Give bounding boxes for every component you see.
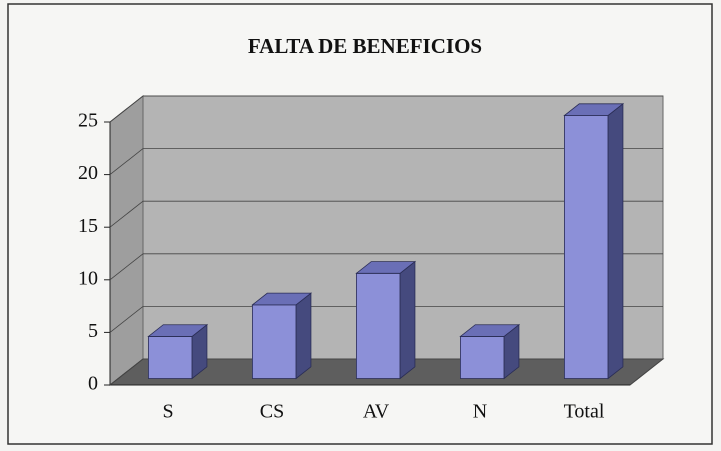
bar-side [607,102,624,380]
bar-side [399,260,416,380]
bar-top [251,292,313,306]
bar-top [355,261,417,274]
bar-front [252,304,297,379]
bar-front [564,115,609,379]
grid-line [109,306,144,333]
bar [355,260,417,380]
y-tick-label: 10 [78,267,98,289]
bar-top [563,103,625,116]
chart-title: FALTA DE BENEFICIOS [248,34,482,58]
bar-top [147,324,209,337]
x-tick-label: S [162,401,173,423]
y-tick-label: 15 [78,215,98,237]
x-tick-label: CS [260,401,284,423]
bar [563,102,625,380]
bar-side [295,292,312,380]
y-tick-label: 25 [78,110,98,132]
bar-front [460,336,505,379]
grid-line [109,95,144,123]
bar [147,323,209,380]
x-tick-label: N [473,401,487,423]
grid-line [109,148,144,175]
bar-front [356,272,401,379]
x-tick-label: AV [363,401,390,423]
grid-line [109,358,144,386]
x-tick-label: Total [564,401,605,423]
grid-line [109,253,144,281]
y-tick-label: 0 [88,373,98,395]
bar [459,323,521,380]
side-wall [109,94,144,387]
y-tick-label: 5 [88,320,98,342]
bar-front [148,336,193,379]
bar-top [459,324,521,337]
grid-line [109,200,144,228]
y-tick-label: 20 [78,162,98,184]
bar [251,292,313,380]
